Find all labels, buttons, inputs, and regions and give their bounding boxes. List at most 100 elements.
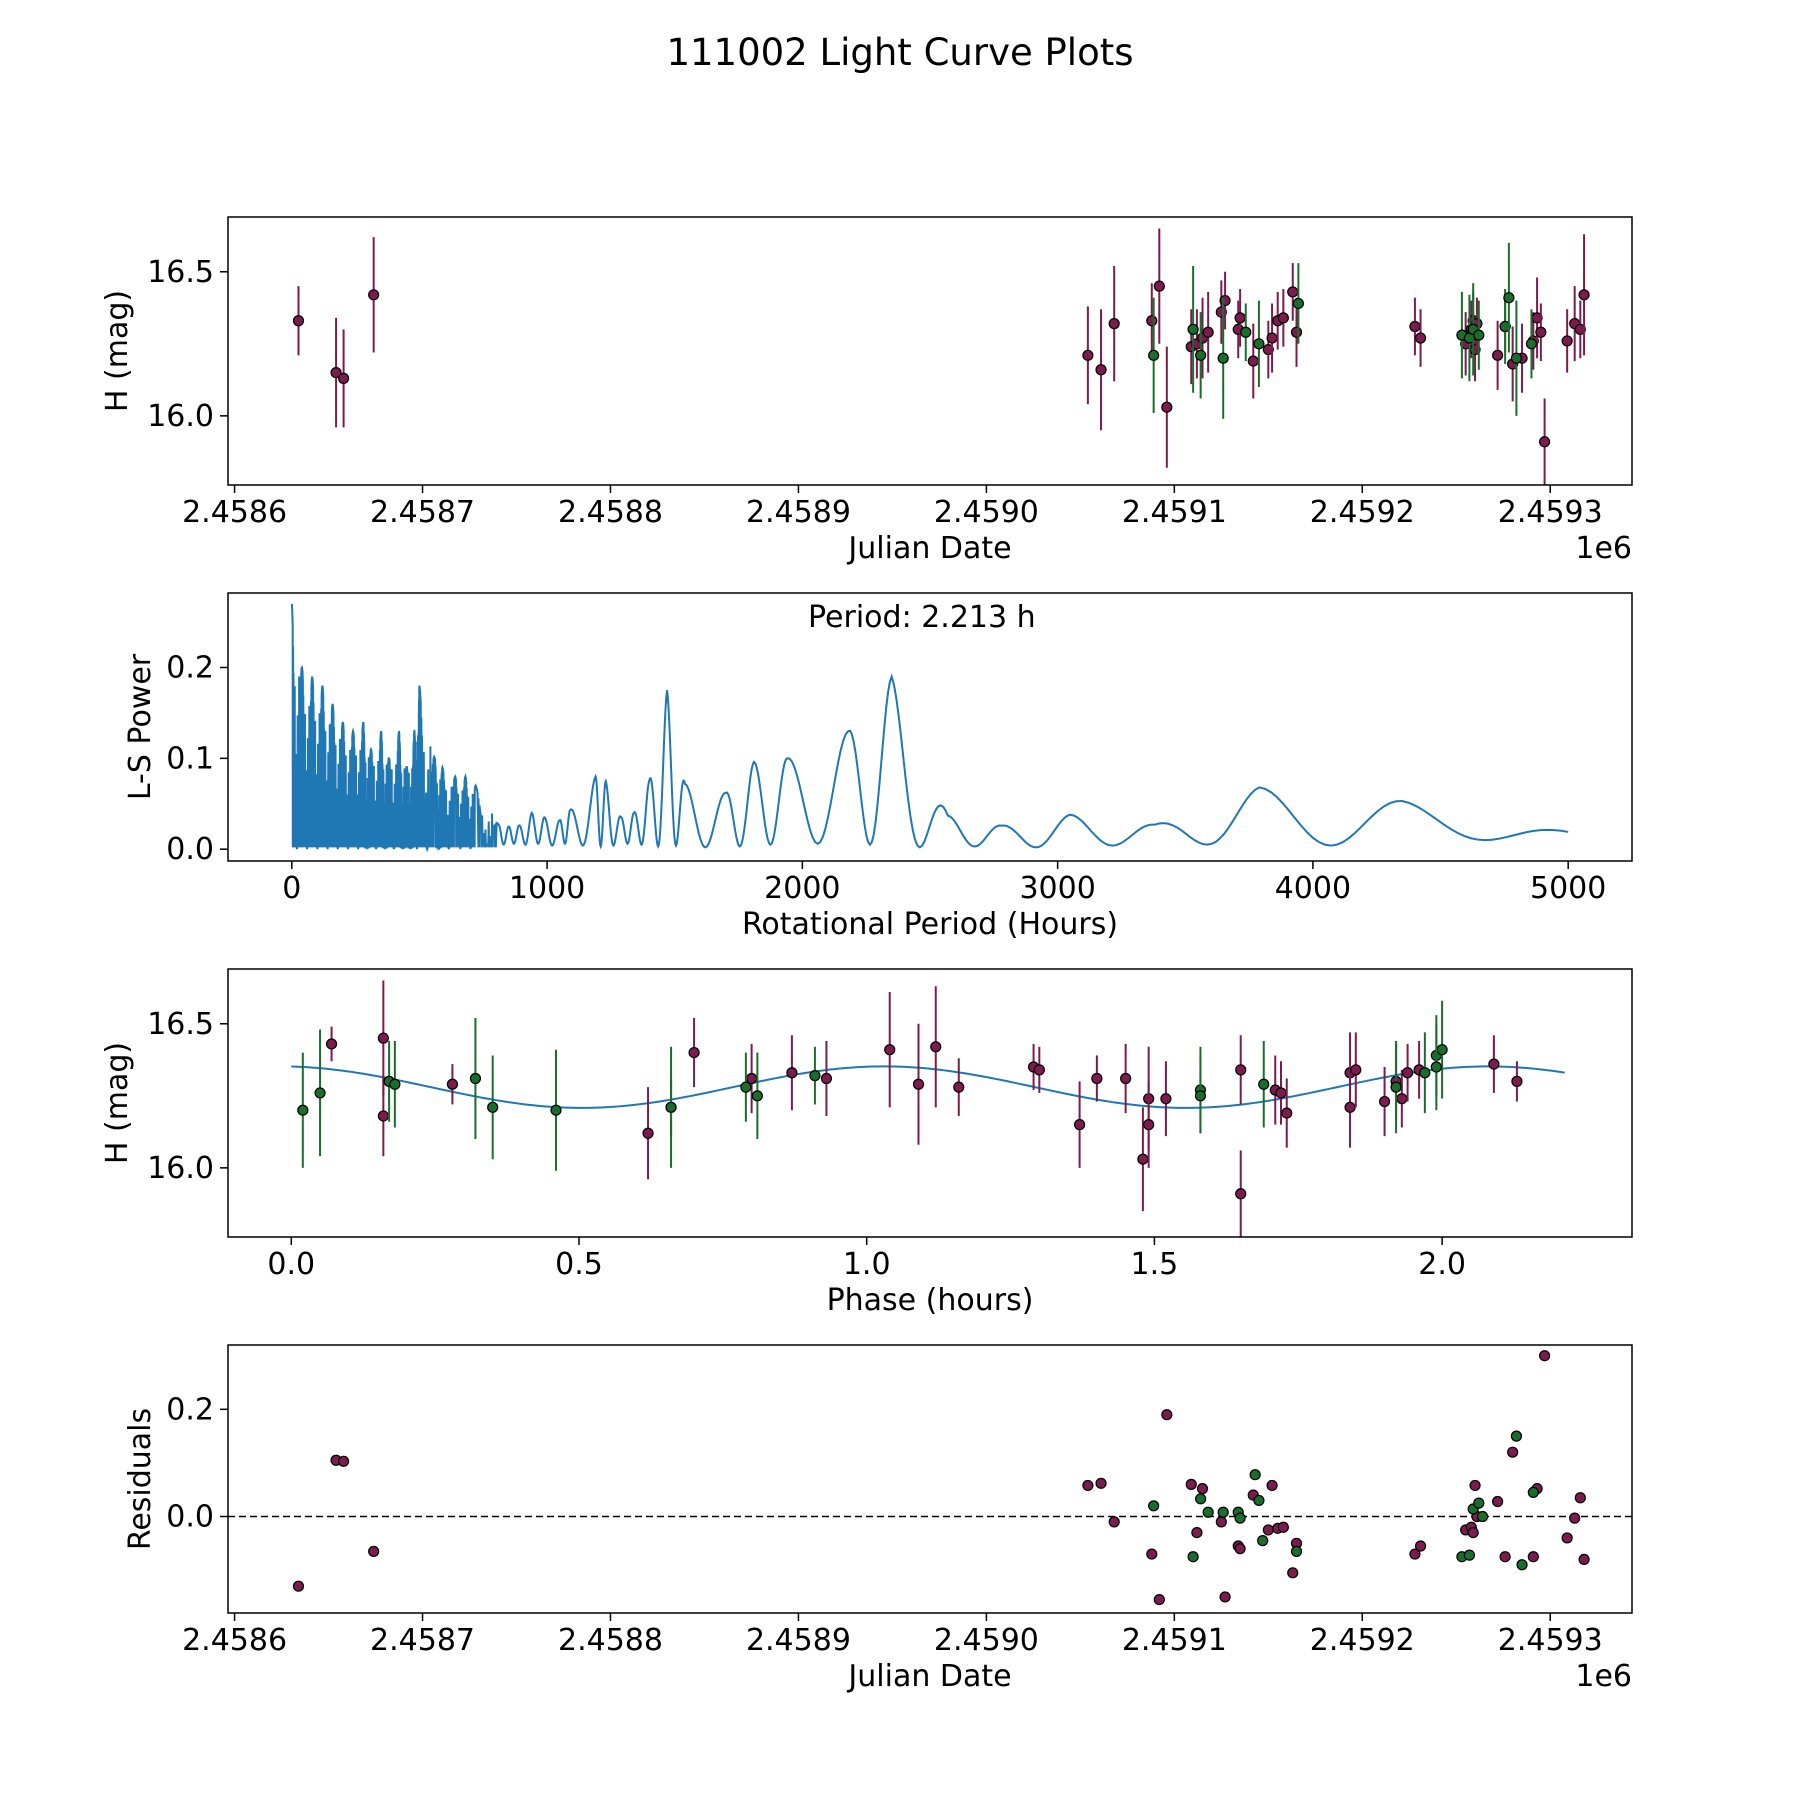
data-point-maroon xyxy=(1574,1492,1586,1504)
data-point-maroon xyxy=(1146,315,1158,327)
light-curve-panel: 2.4586 2.4587 2.4588 2.4589 2.4590 2.4591 2.45… xyxy=(100,216,1633,566)
data-point-green xyxy=(1499,320,1511,333)
data-point-green xyxy=(1527,1486,1539,1499)
data-point-maroon xyxy=(1266,1479,1278,1492)
data-point-green xyxy=(297,1104,309,1116)
data-point-maroon xyxy=(1191,1526,1203,1539)
data-point-green xyxy=(1194,1090,1207,1102)
data-point-green xyxy=(1195,349,1207,361)
y-tick-label: 0.1 xyxy=(166,741,214,776)
x-tick-label: 2.0 xyxy=(1418,1247,1466,1282)
periodogram-panel: 0 1000 2000 3000 4000 5000 0.0 0.1 0.2 Rotational… xyxy=(123,592,1633,942)
data-point-maroon xyxy=(446,1078,459,1090)
x-tick-label: 3000 xyxy=(1019,871,1095,906)
data-point-green xyxy=(1240,326,1252,338)
data-point-maroon xyxy=(1277,312,1289,324)
data-point-green xyxy=(1253,1494,1265,1507)
data-point-maroon xyxy=(1507,1446,1519,1458)
data-point-maroon xyxy=(1492,349,1504,361)
x-axis-label: Julian Date xyxy=(846,1659,1011,1694)
data-point-maroon xyxy=(1527,1551,1539,1563)
data-point-maroon xyxy=(1511,1075,1523,1087)
data-point-green xyxy=(1292,297,1304,310)
data-point-maroon xyxy=(292,1580,305,1592)
data-point-maroon xyxy=(1153,280,1165,292)
data-point-maroon xyxy=(1234,1543,1246,1555)
data-point-maroon xyxy=(1469,1479,1481,1492)
data-point-maroon xyxy=(1095,364,1107,376)
y-axis-label: L-S Power xyxy=(123,653,158,800)
data-point-maroon xyxy=(1161,1409,1173,1421)
data-point-maroon xyxy=(1266,332,1278,344)
data-point-maroon xyxy=(1143,1119,1155,1131)
x-tick-label: 2000 xyxy=(764,871,840,906)
data-point-maroon xyxy=(1287,286,1299,298)
x-tick-label: 2.4590 xyxy=(934,1623,1039,1658)
data-point-green xyxy=(1187,323,1199,335)
data-point-green xyxy=(740,1081,752,1093)
x-tick-label: 2.4589 xyxy=(746,495,851,530)
data-point-maroon xyxy=(1146,1548,1158,1560)
data-point-maroon xyxy=(1275,1087,1287,1099)
x-tick-label: 2.4592 xyxy=(1310,1623,1415,1658)
data-point-maroon xyxy=(1074,1119,1086,1131)
data-point-green xyxy=(1290,1545,1303,1557)
data-point-maroon xyxy=(1561,335,1573,347)
data-point-maroon xyxy=(1409,320,1421,333)
data-point-maroon xyxy=(1137,1153,1149,1165)
data-point-maroon xyxy=(292,315,305,327)
data-point-maroon xyxy=(1108,1516,1120,1528)
data-point-maroon xyxy=(1378,1095,1391,1108)
model-curve xyxy=(291,1065,1565,1109)
data-point-green xyxy=(1430,1061,1442,1073)
y-tick-label: 0.0 xyxy=(166,832,214,867)
data-point-maroon xyxy=(1234,312,1246,324)
data-point-maroon xyxy=(746,1072,758,1085)
x-tick-label: 2.4586 xyxy=(182,495,287,530)
data-point-maroon xyxy=(1108,318,1120,330)
data-point-maroon xyxy=(1492,1495,1504,1508)
data-point-maroon xyxy=(368,1545,380,1557)
data-point-maroon xyxy=(1033,1064,1045,1076)
x-tick-label: 0.5 xyxy=(555,1247,603,1282)
data-point-maroon xyxy=(1535,326,1547,338)
data-point-maroon xyxy=(786,1067,798,1079)
data-point-green xyxy=(550,1104,562,1116)
periodogram-line xyxy=(290,603,1569,853)
data-point-maroon xyxy=(368,289,380,301)
data-point-maroon xyxy=(820,1072,833,1085)
residuals-panel: 2.4586 2.4587 2.4588 2.4589 2.4590 2.4591 2.45… xyxy=(123,1344,1633,1694)
y-tick-label: 16.5 xyxy=(147,255,214,290)
x-offset-label: 1e6 xyxy=(1575,531,1632,566)
data-point-maroon xyxy=(1082,1479,1094,1492)
data-point-maroon xyxy=(1396,1093,1408,1105)
figure-title: 111002 Light Curve Plots xyxy=(666,31,1133,74)
data-point-maroon xyxy=(1539,436,1551,448)
x-tick-label: 2.4591 xyxy=(1122,495,1227,530)
data-point-maroon xyxy=(1153,1593,1165,1606)
data-point-maroon xyxy=(1539,1350,1551,1362)
phase-folded-panel: 0.0 0.5 1.0 1.5 2.0 16.0 16.5 Phase (hours) H (m… xyxy=(100,968,1633,1318)
data-point-green xyxy=(1516,1559,1528,1571)
data-point-green xyxy=(751,1090,763,1102)
x-tick-label: 0 xyxy=(282,871,301,906)
data-point-maroon xyxy=(1091,1072,1103,1085)
x-axis-label: Rotational Period (Hours) xyxy=(742,907,1118,942)
x-tick-label: 1.0 xyxy=(843,1247,891,1282)
data-point-maroon xyxy=(1262,1524,1274,1536)
data-point-maroon xyxy=(1409,1548,1421,1560)
data-point-green xyxy=(1419,1067,1431,1079)
data-point-green xyxy=(1249,1469,1261,1481)
data-point-maroon xyxy=(377,1032,389,1044)
data-point-maroon xyxy=(1499,1551,1511,1563)
data-point-green xyxy=(1525,338,1538,350)
data-point-maroon xyxy=(1235,1188,1247,1200)
x-tick-label: 0.0 xyxy=(267,1247,315,1282)
data-point-maroon xyxy=(1277,1521,1289,1533)
data-point-maroon xyxy=(1290,326,1303,338)
y-axis-label: Residuals xyxy=(123,1408,158,1550)
data-point-maroon xyxy=(1350,1064,1362,1076)
data-point-green xyxy=(314,1087,326,1099)
x-tick-label: 2.4586 xyxy=(182,1623,287,1658)
